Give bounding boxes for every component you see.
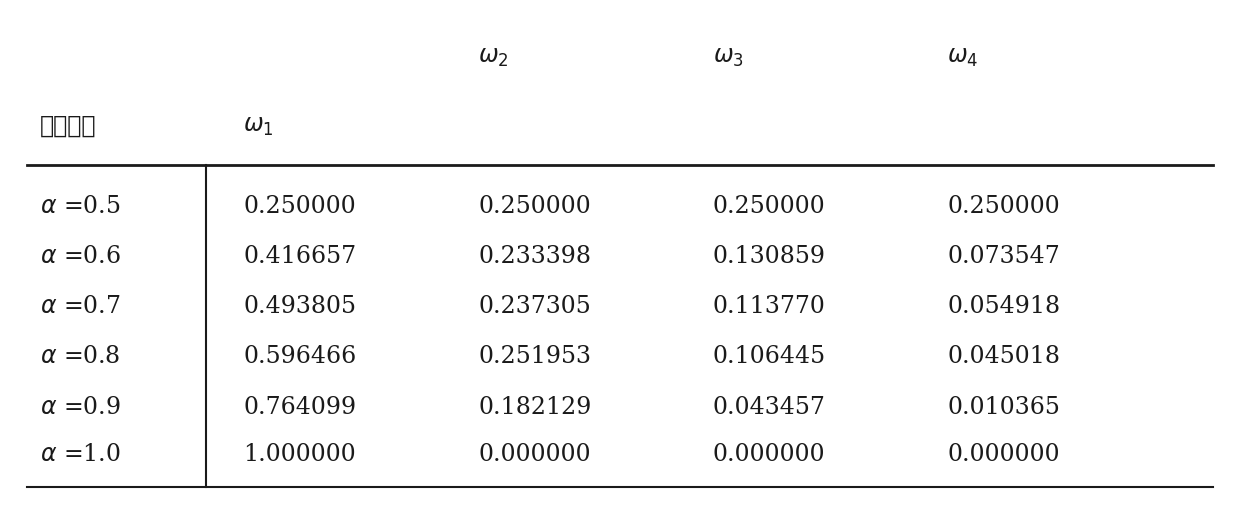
Text: $\alpha$ =1.0: $\alpha$ =1.0 xyxy=(40,443,120,466)
Text: 0.043457: 0.043457 xyxy=(713,396,826,419)
Text: $\alpha$ =0.9: $\alpha$ =0.9 xyxy=(40,396,120,419)
Text: 0.237305: 0.237305 xyxy=(479,295,590,318)
Text: $\alpha$ =0.5: $\alpha$ =0.5 xyxy=(40,195,120,217)
Text: 0.493805: 0.493805 xyxy=(243,295,356,318)
Text: $\alpha$ =0.6: $\alpha$ =0.6 xyxy=(40,245,120,268)
Text: 0.073547: 0.073547 xyxy=(947,245,1060,268)
Text: 0.106445: 0.106445 xyxy=(713,345,826,368)
Text: 0.045018: 0.045018 xyxy=(947,345,1060,368)
Text: 0.054918: 0.054918 xyxy=(947,295,1060,318)
Text: 0.130859: 0.130859 xyxy=(713,245,826,268)
Text: $\alpha$ =0.8: $\alpha$ =0.8 xyxy=(40,345,120,368)
Text: 0.233398: 0.233398 xyxy=(479,245,591,268)
Text: 0.000000: 0.000000 xyxy=(479,443,590,466)
Text: 1.000000: 1.000000 xyxy=(243,443,356,466)
Text: $\omega_2$: $\omega_2$ xyxy=(479,46,508,69)
Text: 0.251953: 0.251953 xyxy=(479,345,591,368)
Text: 0.113770: 0.113770 xyxy=(713,295,826,318)
Text: 0.596466: 0.596466 xyxy=(243,345,357,368)
Text: $\omega_1$: $\omega_1$ xyxy=(243,115,274,138)
Text: 0.250000: 0.250000 xyxy=(947,195,1060,217)
Text: $\omega_4$: $\omega_4$ xyxy=(947,46,978,69)
Text: 0.416657: 0.416657 xyxy=(243,245,357,268)
Text: $\alpha$ =0.7: $\alpha$ =0.7 xyxy=(40,295,120,318)
Text: $\omega_3$: $\omega_3$ xyxy=(713,46,744,69)
Text: 0.000000: 0.000000 xyxy=(947,443,1060,466)
Text: 0.000000: 0.000000 xyxy=(713,443,825,466)
Text: 权重向量: 权重向量 xyxy=(40,115,97,138)
Text: 0.250000: 0.250000 xyxy=(479,195,590,217)
Text: 0.010365: 0.010365 xyxy=(947,396,1060,419)
Text: 0.182129: 0.182129 xyxy=(479,396,591,419)
Text: 0.764099: 0.764099 xyxy=(243,396,357,419)
Text: 0.250000: 0.250000 xyxy=(713,195,826,217)
Text: 0.250000: 0.250000 xyxy=(243,195,356,217)
